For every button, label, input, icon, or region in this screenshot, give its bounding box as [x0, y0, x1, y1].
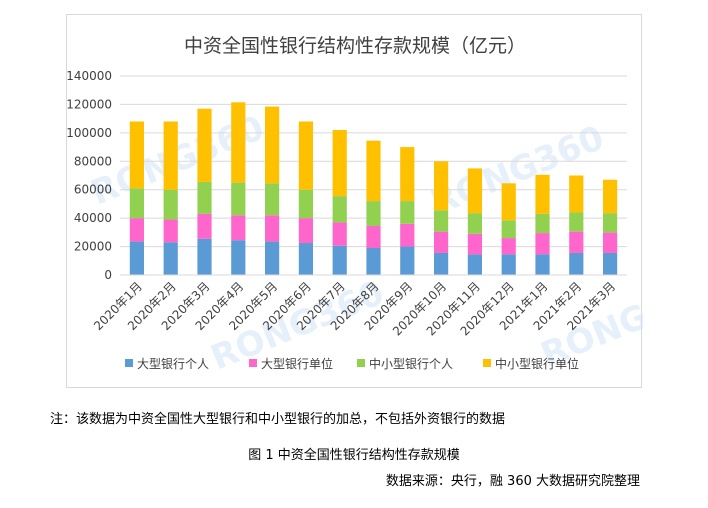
bar-segment — [298, 218, 313, 244]
bar-segment — [434, 231, 449, 253]
bar-segment — [332, 222, 347, 246]
bar-segment — [434, 252, 449, 275]
bar-segment — [366, 225, 381, 248]
y-tick-label: 20000 — [74, 240, 112, 254]
bar-segment — [569, 231, 584, 253]
bar-segment — [569, 212, 584, 232]
bar-segment — [129, 121, 144, 189]
bar-segment — [129, 241, 144, 275]
bar-segment — [535, 213, 550, 234]
legend-label: 大型银行个人 — [137, 357, 209, 371]
bar-segment — [366, 140, 381, 202]
y-tick-label: 100000 — [67, 126, 112, 140]
bar-segment — [197, 181, 212, 214]
bar-segment — [501, 183, 516, 221]
bar-segment — [501, 254, 516, 275]
bar-segment — [366, 201, 381, 226]
bar-segment — [332, 130, 347, 197]
bar-segment — [535, 254, 550, 275]
legend-item: 中小型银行单位 — [483, 356, 579, 371]
bar-segment — [467, 213, 482, 234]
bar-segment — [197, 213, 212, 239]
bar-segment — [603, 252, 618, 275]
y-tick-label: 0 — [104, 268, 112, 282]
bar-segment — [265, 106, 280, 184]
bar-segment — [366, 247, 381, 275]
bar-segment — [265, 241, 280, 275]
y-tick-label: 40000 — [74, 211, 112, 225]
bar-segment — [434, 210, 449, 232]
bar-segment — [231, 240, 246, 275]
bar-segment — [569, 252, 584, 275]
bar-segment — [298, 243, 313, 275]
figure-caption: 图 1 中资全国性银行结构性存款规模 — [248, 448, 460, 463]
legend-item: 大型银行单位 — [249, 356, 333, 371]
bar-segment — [265, 215, 280, 242]
bar-segment — [400, 201, 415, 224]
bar-segment — [163, 189, 178, 220]
legend-item: 大型银行个人 — [125, 357, 209, 371]
bar-segment — [467, 254, 482, 275]
legend-label: 中小型银行单位 — [495, 356, 579, 371]
bar-segment — [163, 121, 178, 190]
bar-segment — [603, 179, 618, 214]
bar-segment — [197, 108, 212, 182]
bar-segment — [231, 102, 246, 183]
legend-swatch — [249, 359, 257, 367]
footnote: 注：该数据为中资全国性大型银行和中小型银行的加总，不包括外资银行的数据 — [50, 412, 506, 427]
bar-segment — [129, 188, 144, 219]
bar-segment — [400, 147, 415, 202]
chart-frame: RONG360RONG360RONG360RONG360 02000040000… — [66, 14, 643, 388]
legend-swatch — [125, 359, 133, 367]
bar-segment — [501, 238, 516, 255]
y-tick-label: 80000 — [74, 154, 112, 168]
stacked-bar-chart: RONG360RONG360RONG360RONG360 02000040000… — [67, 35, 643, 378]
bar-segment — [400, 223, 415, 247]
bar-segment — [163, 242, 178, 275]
bar-segment — [332, 196, 347, 223]
legend-swatch — [483, 359, 491, 367]
y-tick-label: 120000 — [67, 97, 112, 111]
legend-label: 大型银行单位 — [261, 356, 333, 371]
bar-segment — [265, 183, 280, 216]
chart-title: 中资全国性银行结构性存款规模（亿元） — [184, 35, 526, 57]
y-tick-label: 140000 — [67, 69, 112, 83]
bar-segment — [231, 182, 246, 216]
bar-segment — [434, 161, 449, 211]
legend-label: 中小型银行个人 — [369, 356, 453, 371]
bar-segment — [535, 174, 550, 214]
bar-segment — [603, 213, 618, 233]
bar-segment — [467, 233, 482, 255]
bar-segment — [163, 219, 178, 243]
bar-segment — [298, 189, 313, 219]
bar-segment — [501, 220, 516, 239]
bar-segment — [603, 232, 618, 253]
bar-segment — [467, 168, 482, 214]
bar-segment — [231, 215, 246, 241]
bar-segment — [298, 121, 313, 190]
legend-swatch — [357, 359, 365, 367]
y-tick-label: 60000 — [74, 183, 112, 197]
bar-segment — [129, 218, 144, 242]
bar-segment — [569, 175, 584, 213]
data-source: 数据来源：央行，融 360 大数据研究院整理 — [385, 474, 640, 489]
bar-segment — [332, 245, 347, 275]
bar-segment — [535, 233, 550, 255]
bar-segment — [197, 238, 212, 275]
legend-item: 中小型银行个人 — [357, 356, 453, 371]
bar-segment — [400, 246, 415, 275]
